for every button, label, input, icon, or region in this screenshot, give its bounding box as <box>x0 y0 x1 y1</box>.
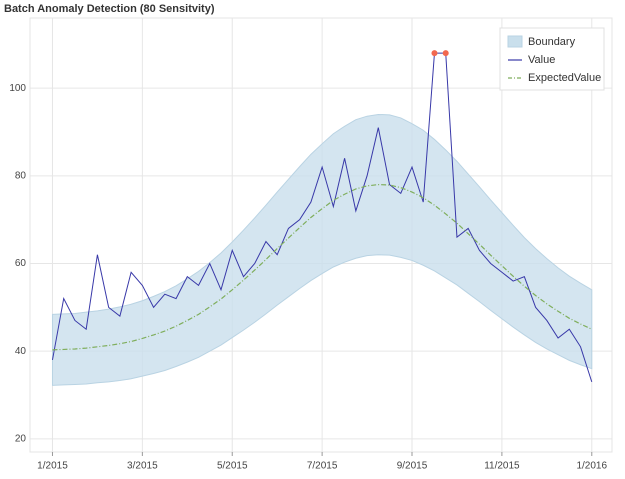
y-tick-label: 40 <box>15 346 27 357</box>
chart-title: Batch Anomaly Detection (80 Sensitvity) <box>4 3 215 15</box>
expected-line <box>52 183 593 351</box>
x-tick-label: 1/2015 <box>37 461 68 472</box>
y-tick-label: 80 <box>15 170 27 181</box>
x-tick-label: 3/2015 <box>127 461 158 472</box>
x-tick-label: 9/2015 <box>397 461 428 472</box>
legend-swatch <box>507 35 523 48</box>
x-tick-label: 1/2016 <box>576 461 607 472</box>
y-tick-label: 60 <box>15 258 27 269</box>
anomaly-point <box>431 50 438 57</box>
boundary-band <box>51 113 593 386</box>
x-tick-label: 11/2015 <box>484 461 520 472</box>
legend-label: ExpectedValue <box>528 72 601 84</box>
x-tick-label: 7/2015 <box>307 461 338 472</box>
y-tick-label: 100 <box>9 83 26 94</box>
x-tick-label: 5/2015 <box>217 461 248 472</box>
value-line <box>51 52 593 383</box>
anomaly-point <box>442 50 449 57</box>
legend-label: Value <box>528 54 555 66</box>
legend-label: Boundary <box>528 36 576 48</box>
y-tick-label: 20 <box>15 433 27 444</box>
